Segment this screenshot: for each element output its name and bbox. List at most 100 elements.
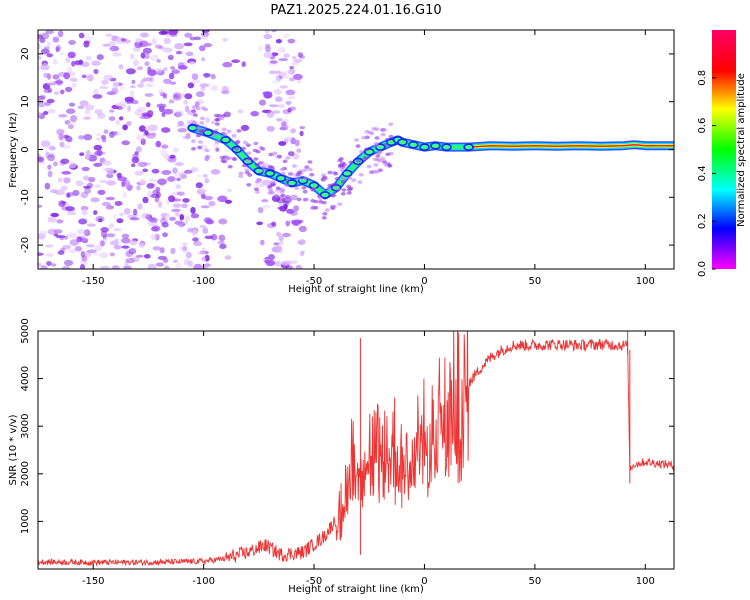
noise-blob [61,266,71,269]
noise-blob [100,79,109,85]
ridge-speckle [337,202,343,206]
noise-blob [146,110,154,117]
noise-blob [168,72,175,80]
noise-blob [56,188,65,195]
ridge-speckle [372,169,378,174]
noise-blob [271,221,277,227]
ridge-speckle [192,113,198,117]
noise-blob [151,38,157,45]
noise-blob [121,140,130,146]
top-y-tick-label: 10 [20,95,31,108]
ridge-speckle [302,168,308,172]
ridge-speckle [341,188,347,192]
noise-blob [38,43,41,50]
ridge-speckle [321,216,327,220]
noise-blob [78,32,85,39]
noise-blob [278,141,287,146]
noise-blob [291,61,299,66]
ridge-speckle [254,163,260,167]
ridge-speckle [252,148,258,153]
noise-blob [279,72,287,77]
noise-blob [285,265,293,269]
noise-blob [195,182,203,189]
noise-blob [85,244,95,248]
noise-blob [138,242,145,248]
ridge-speckle [358,173,364,177]
noise-blob [263,52,273,59]
ridge-speckle [269,190,275,195]
noise-blob [283,53,290,58]
noise-blob [171,191,181,196]
noise-blob [290,128,296,134]
ridge-speckle [334,176,340,181]
noise-blob [38,95,45,101]
noise-blob [204,178,210,184]
ridge-speckle [197,140,203,144]
ridge-speckle [361,136,367,140]
bottom-x-tick-label: 100 [636,576,655,587]
noise-blob [109,45,120,52]
noise-blob [257,207,264,214]
noise-blob [172,92,182,98]
noise-blob [57,71,68,77]
noise-blob [298,239,306,246]
noise-blob [109,109,115,113]
ridge-speckle [330,193,336,198]
noise-blob [176,123,186,128]
noise-blob [287,96,296,100]
noise-blob [170,247,176,255]
noise-blob [45,253,54,257]
noise-blob [111,265,120,269]
colorbar-tick-label: 0.2 [697,213,708,229]
ridge-speckle [310,188,316,192]
noise-blob [140,32,149,38]
noise-blob [177,93,185,98]
ridge-speckle [212,133,218,137]
noise-blob [93,88,99,96]
noise-blob [155,262,164,267]
ridge-speckle [354,138,360,142]
ridge-speckle [288,172,294,176]
noise-blob [285,220,291,227]
noise-blob [152,246,161,251]
noise-blob [279,85,288,89]
noise-blob [262,91,273,96]
noise-blob [275,39,282,44]
ridge-speckle [385,152,391,157]
noise-blob [158,30,168,35]
snr-line-group [38,331,674,567]
noise-blob [84,250,92,258]
noise-blob [140,138,146,146]
noise-blob [75,246,82,252]
ridge-speckle [236,129,242,133]
noise-blob [100,265,110,269]
noise-blob [80,264,85,269]
noise-blob [63,177,71,184]
ridge-speckle [292,164,297,168]
noise-blob [299,130,304,137]
ridge-speckle [195,126,200,130]
noise-blob [47,154,56,162]
ridge-speckle [280,171,286,176]
noise-blob [140,52,146,59]
noise-blob [159,247,165,254]
colorbar: 0.0 0.2 0.4 0.6 0.8 Normalized spectral ampl… [697,30,747,277]
noise-blob [65,57,71,63]
noise-blob [210,73,216,80]
ridge-speckle [362,156,368,160]
noise-blob [237,109,244,114]
ridge-speckle [231,134,237,138]
ridge-speckle [307,167,313,172]
noise-blob [103,74,114,81]
noise-blob [40,140,51,148]
noise-blob [202,227,209,234]
noise-blob [83,185,91,189]
ridge-speckle [261,165,266,169]
noise-blob [288,151,295,157]
noise-blob [294,139,300,147]
noise-blob [137,66,143,71]
ridge-speckle [324,208,330,212]
noise-blob [175,184,181,190]
noise-blob [142,77,153,82]
ridge-speckle [318,196,323,201]
